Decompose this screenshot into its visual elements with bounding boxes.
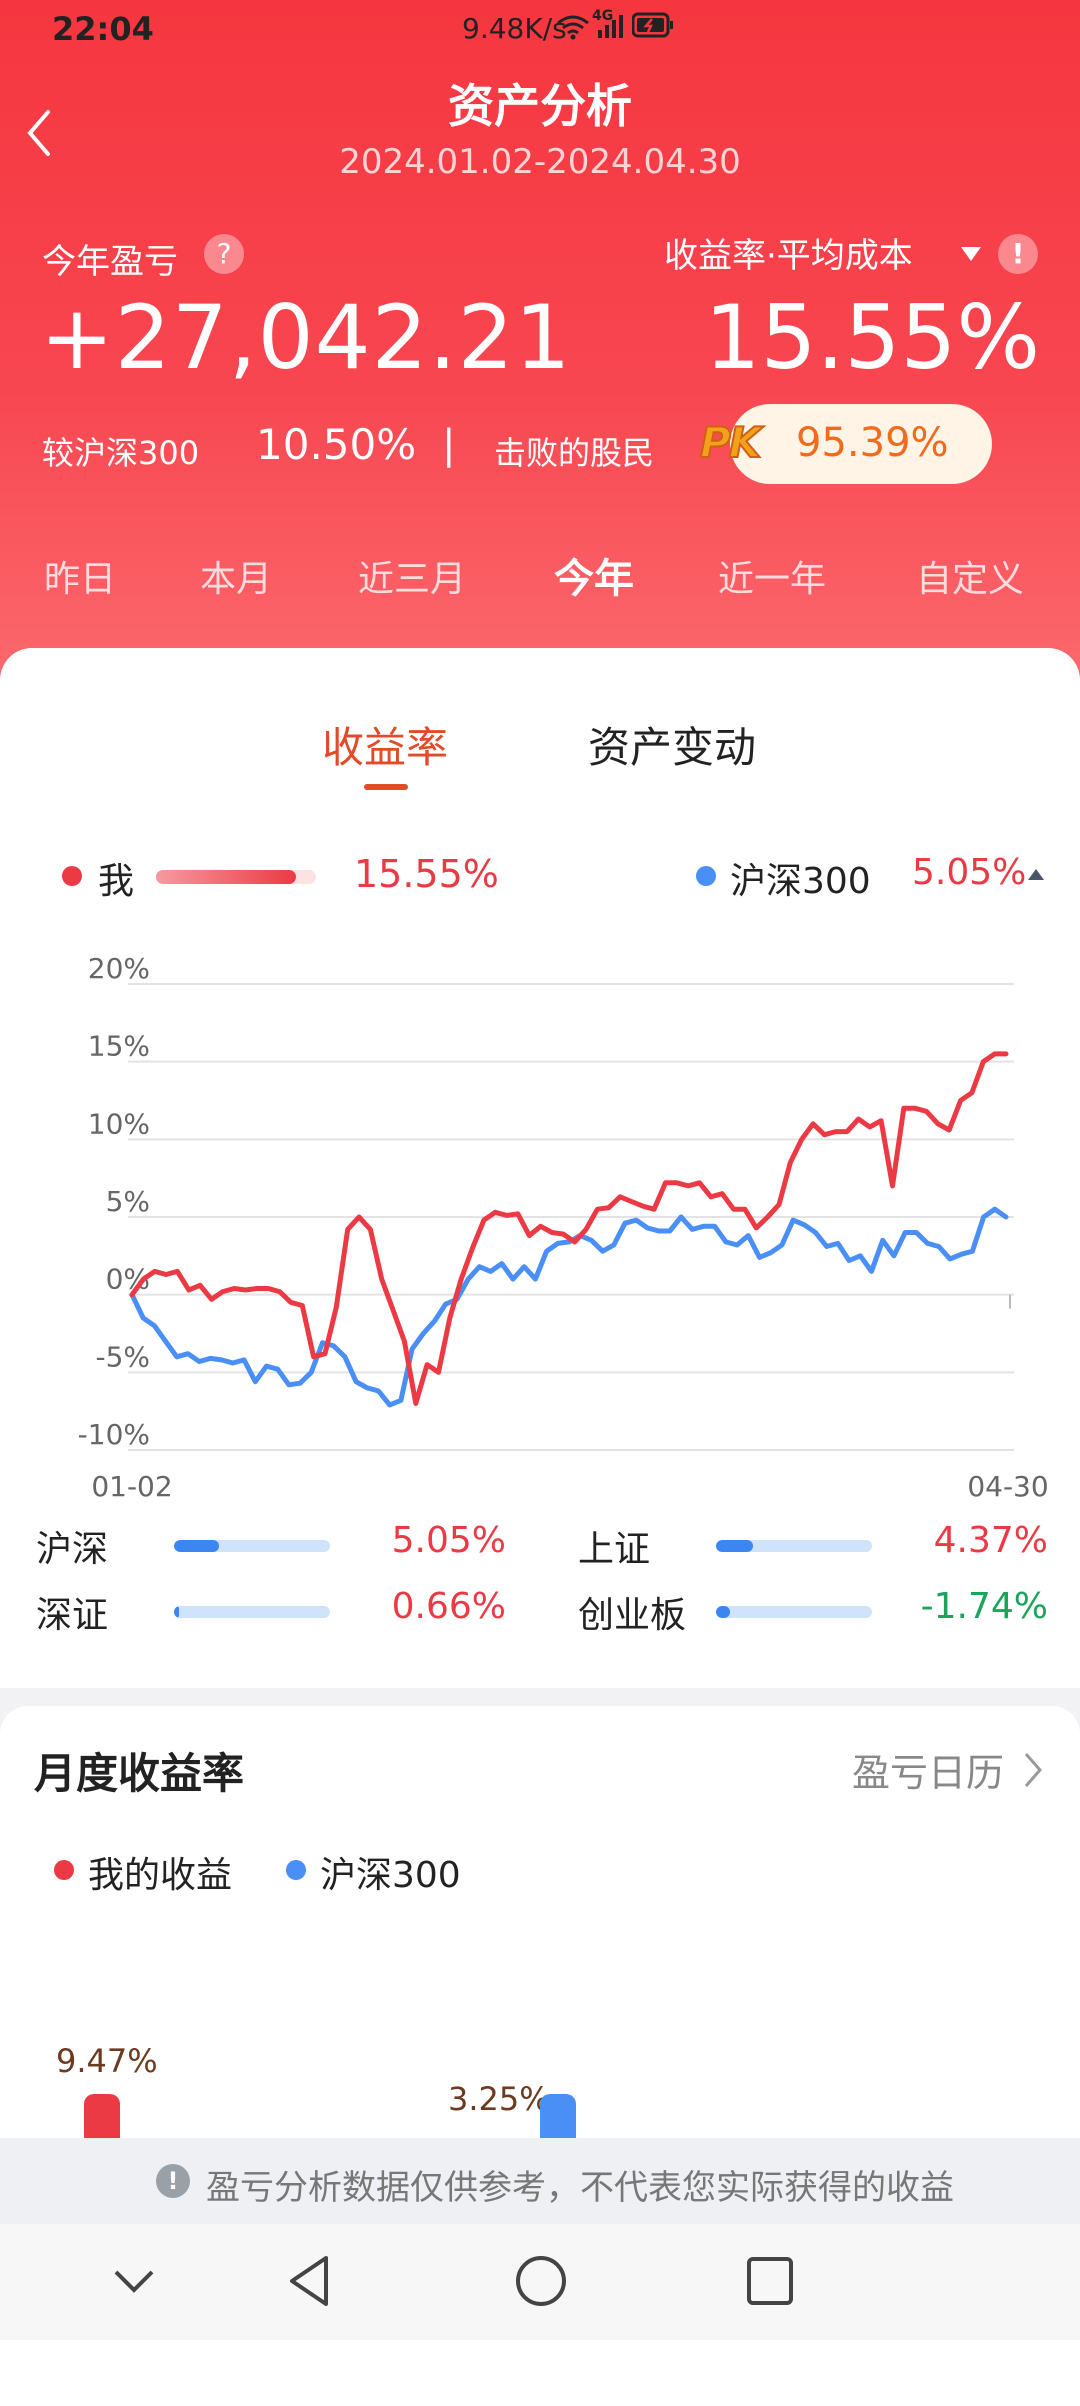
- legend-me-label: 我: [98, 861, 135, 902]
- series-line-index: [129, 1206, 1009, 1408]
- rate-selector[interactable]: 收益率·平均成本: [664, 236, 913, 276]
- index-value: 5.05%: [391, 1520, 506, 1561]
- y-tick-label: 20%: [88, 952, 150, 985]
- page-title: 资产分析: [448, 79, 632, 133]
- index-bar-fill: [174, 1606, 179, 1618]
- y-tick-label: 15%: [88, 1030, 150, 1063]
- beat-pill[interactable]: [730, 404, 992, 484]
- tab-this-year[interactable]: 今年: [554, 556, 634, 602]
- monthly-bar-label-2: 3.25%: [448, 2080, 550, 2118]
- legend-me-dot: [62, 866, 82, 886]
- index-comparison: 沪深 5.05% 上证 4.37% 深证 0.66% 创业板 -1.74%: [0, 1520, 1080, 1660]
- return-chart[interactable]: 20%15%10%5%0%-5%-10%01-02 04-30: [0, 930, 1080, 1510]
- status-net-speed: 9.48K/s: [462, 12, 567, 45]
- info-icon[interactable]: !: [998, 234, 1038, 274]
- index-name: 上证: [578, 1529, 651, 1570]
- chart-card: [0, 648, 1080, 1688]
- index-value: -1.74%: [920, 1586, 1048, 1627]
- index-name: 深证: [36, 1595, 109, 1636]
- tab-underline: [364, 784, 408, 790]
- tab-one-year[interactable]: 近一年: [718, 559, 827, 600]
- beat-label: 击败的股民: [494, 434, 655, 472]
- tab-three-months[interactable]: 近三月: [358, 559, 467, 600]
- beat-value: 95.39%: [796, 420, 949, 466]
- pnl-label: 今年盈亏: [42, 242, 178, 282]
- legend-me-bar: [156, 870, 316, 884]
- index-name: 创业板: [578, 1595, 687, 1636]
- x-tick-label: 04-30: [967, 1470, 1048, 1503]
- date-range: 2024.01.02-2024.04.30: [339, 142, 741, 182]
- index-value: 0.66%: [391, 1586, 506, 1627]
- monthly-legend-me: 我的收益: [88, 1855, 233, 1896]
- index-name: 沪深: [36, 1529, 109, 1570]
- disclaimer-text: 盈亏分析数据仅供参考，不代表您实际获得的收益: [206, 2168, 954, 2208]
- x-tick-label: 01-02: [91, 1470, 172, 1503]
- compare-label: 较沪深300: [42, 434, 200, 472]
- monthly-legend-me-dot: [54, 1860, 74, 1880]
- tab-asset-change[interactable]: 资产变动: [588, 723, 757, 772]
- index-bar: [716, 1540, 872, 1552]
- header-area: 22:04 9.48K/s 4G 资产分析 2024.01.02-2024.04…: [0, 0, 1080, 700]
- tab-custom[interactable]: 自定义: [916, 559, 1025, 600]
- monthly-title: 月度收益率: [34, 1749, 245, 1798]
- nav-back-icon[interactable]: [286, 2254, 332, 2308]
- monthly-legend-index-dot: [286, 1860, 306, 1880]
- nav-recents-icon[interactable]: [746, 2256, 794, 2306]
- index-value: 4.37%: [933, 1520, 1048, 1561]
- index-bar-fill: [716, 1540, 753, 1552]
- index-bar: [716, 1606, 872, 1618]
- wifi-icon: [557, 15, 589, 40]
- monthly-legend-index: 沪深300: [320, 1855, 461, 1896]
- series-line-me: [129, 1051, 1009, 1406]
- legend-index-value: 5.05%: [912, 852, 1027, 893]
- separator: |: [442, 422, 456, 468]
- y-tick-label: 5%: [106, 1185, 150, 1218]
- y-tick-label: -5%: [95, 1340, 150, 1373]
- warning-icon: !: [156, 2164, 190, 2198]
- compare-value: 10.50%: [256, 420, 417, 469]
- tab-yesterday[interactable]: 昨日: [44, 559, 117, 600]
- y-tick-label: -10%: [78, 1418, 150, 1451]
- index-bar-fill: [716, 1606, 730, 1618]
- index-bar: [174, 1540, 330, 1552]
- index-bar-fill: [174, 1540, 219, 1552]
- battery-icon: [632, 12, 673, 38]
- tab-return-rate[interactable]: 收益率: [322, 723, 449, 772]
- network-type: 4G: [592, 8, 614, 24]
- back-arrow-icon[interactable]: [24, 108, 54, 158]
- chevron-down-icon[interactable]: [112, 2266, 156, 2296]
- dropdown-triangle-icon[interactable]: [960, 246, 982, 262]
- pk-badge: PK: [699, 417, 762, 468]
- signal-icon: [598, 15, 623, 38]
- nav-home-icon[interactable]: [514, 2254, 568, 2308]
- chevron-right-icon[interactable]: [1022, 1750, 1044, 1790]
- period-tabs: 昨日 本月 近三月 今年 近一年 自定义: [0, 540, 1080, 610]
- system-nav-bar: [0, 2224, 1080, 2340]
- help-icon[interactable]: ?: [204, 234, 244, 274]
- legend-index-label: 沪深300: [730, 861, 871, 902]
- legend-me-value: 15.55%: [354, 852, 499, 896]
- rate-value: 15.55%: [704, 286, 1040, 389]
- calendar-link[interactable]: 盈亏日历: [852, 1751, 1005, 1795]
- index-bar: [174, 1606, 330, 1618]
- status-time: 22:04: [52, 10, 154, 48]
- pnl-value: +27,042.21: [40, 286, 572, 389]
- y-tick-label: 10%: [88, 1107, 150, 1140]
- legend-index-dot: [696, 866, 716, 886]
- collapse-triangle-icon[interactable]: [1026, 866, 1046, 882]
- tab-this-month[interactable]: 本月: [200, 559, 273, 600]
- monthly-bar-label-1: 9.47%: [56, 2042, 158, 2080]
